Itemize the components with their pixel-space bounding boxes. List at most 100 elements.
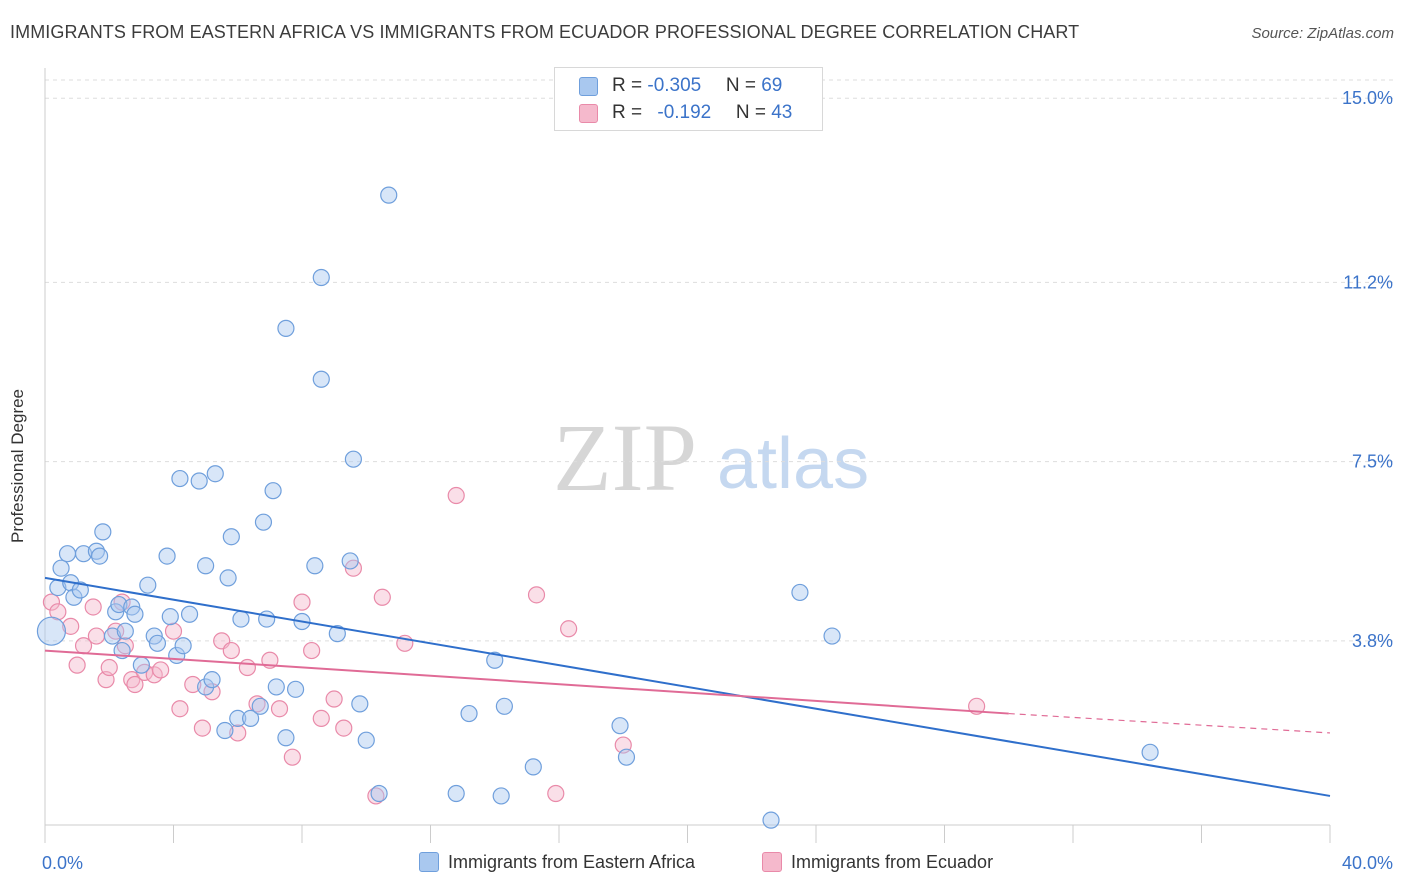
data-point-eastern-africa <box>197 557 215 575</box>
legend-swatch-blue <box>579 77 598 96</box>
data-point-ecuador <box>68 656 86 674</box>
trend-line-ecuador-extension <box>1008 712 1331 734</box>
data-point-ecuador <box>547 784 565 803</box>
legend-swatch-pink <box>579 104 598 123</box>
data-point-eastern-africa <box>87 542 106 560</box>
data-point-eastern-africa <box>91 547 109 565</box>
data-point-ecuador <box>283 748 301 766</box>
data-point-eastern-africa <box>286 680 305 698</box>
bottom-legend-label: Immigrants from Eastern Africa <box>448 852 696 872</box>
data-point-ecuador <box>248 695 266 713</box>
trend-line-ecuador <box>44 649 1009 715</box>
data-point-ecuador <box>238 658 256 677</box>
data-point-eastern-africa <box>344 450 362 468</box>
legend-n-label: N = <box>725 75 762 96</box>
data-point-eastern-africa <box>190 472 208 490</box>
data-point-ecuador <box>62 617 80 635</box>
data-point-eastern-africa <box>495 697 513 715</box>
data-point-eastern-africa <box>158 547 176 565</box>
chart-title: IMMIGRANTS FROM EASTERN AFRICA VS IMMIGR… <box>10 22 1080 42</box>
data-point-eastern-africa <box>370 784 388 803</box>
data-point-ecuador <box>107 622 125 640</box>
data-point-eastern-africa <box>611 717 629 735</box>
bottom-legend-swatch-pink <box>762 852 782 872</box>
watermark-zip: ZIP <box>553 404 697 511</box>
data-point-eastern-africa <box>251 697 269 715</box>
data-point-eastern-africa <box>171 469 189 488</box>
data-point-eastern-africa <box>174 637 192 655</box>
data-point-eastern-africa <box>103 627 122 645</box>
data-point-eastern-africa <box>1141 743 1159 761</box>
y-tick-label: 11.2% <box>1343 272 1393 292</box>
data-point-ecuador <box>447 486 465 505</box>
data-point-eastern-africa <box>206 465 224 483</box>
data-point-eastern-africa <box>180 605 199 623</box>
data-point-eastern-africa <box>524 758 542 776</box>
data-point-ecuador <box>84 598 102 616</box>
data-point-ecuador <box>164 622 183 640</box>
legend-r-label: R = <box>612 102 648 123</box>
y-tick-label: 7.5% <box>1352 452 1393 472</box>
data-point-eastern-africa <box>357 731 375 749</box>
data-point-eastern-africa <box>219 569 237 587</box>
data-point-eastern-africa <box>161 608 179 626</box>
data-point-eastern-africa <box>94 523 112 541</box>
bottom-legend-label: Immigrants from Ecuador <box>791 852 994 872</box>
data-point-eastern-africa <box>216 721 234 740</box>
data-point-eastern-africa <box>823 627 841 645</box>
data-point-ecuador <box>270 700 289 718</box>
legend-n-value: 69 <box>761 75 783 96</box>
data-point-ecuador <box>222 641 240 660</box>
data-point-ecuador <box>49 603 67 621</box>
data-point-eastern-africa <box>58 545 77 563</box>
data-point-eastern-africa <box>486 651 504 669</box>
gridlines <box>45 79 1395 642</box>
data-point-eastern-africa <box>116 622 134 640</box>
x-tick-label: 40.0% <box>1342 853 1393 873</box>
data-point-eastern-africa <box>229 709 247 728</box>
data-point-ecuador <box>527 586 546 604</box>
data-point-eastern-africa <box>277 729 295 747</box>
data-point-eastern-africa <box>232 610 250 628</box>
data-point-ecuador <box>152 661 170 679</box>
data-point-eastern-africa <box>110 595 128 614</box>
trend-lines <box>44 576 1331 797</box>
data-point-eastern-africa <box>254 513 273 531</box>
data-point-eastern-africa <box>312 370 330 388</box>
data-point-ecuador <box>42 593 61 611</box>
bottom-legend-ecuador: Immigrants from Ecuador <box>762 852 993 873</box>
data-point-ecuador <box>335 719 353 737</box>
data-point-eastern-africa <box>52 559 70 577</box>
tick-labels: 3.8% 7.5% 11.2% 15.0% 0.0% 40.0% <box>42 88 1393 873</box>
data-point-ecuador <box>303 641 321 660</box>
data-point-eastern-africa <box>328 625 346 643</box>
data-point-ecuador <box>367 787 385 805</box>
data-point-eastern-africa <box>258 610 276 628</box>
legend-r-value: -0.305 <box>647 75 702 96</box>
data-point-eastern-africa <box>762 811 780 829</box>
data-point-ecuador <box>123 671 141 689</box>
y-tick-label: 15.0% <box>1342 88 1393 108</box>
x-tick-label: 0.0% <box>42 853 83 873</box>
data-point-eastern-africa <box>242 709 260 728</box>
data-point-ecuador <box>293 593 311 611</box>
data-point-eastern-africa <box>791 583 809 602</box>
source-note: Source: ZipAtlas.com <box>1251 25 1394 42</box>
watermark-atlas: atlas <box>717 424 869 504</box>
data-point-ecuador <box>113 593 131 611</box>
data-point-ecuador <box>560 620 578 638</box>
trend-line-eastern-africa <box>44 576 1331 797</box>
legend-n-value: 43 <box>771 102 793 123</box>
data-point-eastern-africa <box>306 557 324 575</box>
data-point-ecuador <box>116 637 134 655</box>
data-point-eastern-africa <box>447 784 465 803</box>
data-point-ecuador <box>87 627 106 645</box>
data-point-eastern-africa <box>139 576 157 594</box>
data-point-eastern-africa <box>126 605 144 623</box>
data-point-eastern-africa <box>267 678 285 696</box>
legend-n-label: N = <box>735 102 772 123</box>
data-point-ecuador <box>171 700 189 718</box>
series-eastern-africa-points <box>36 186 1159 829</box>
data-point-eastern-africa <box>264 482 282 500</box>
